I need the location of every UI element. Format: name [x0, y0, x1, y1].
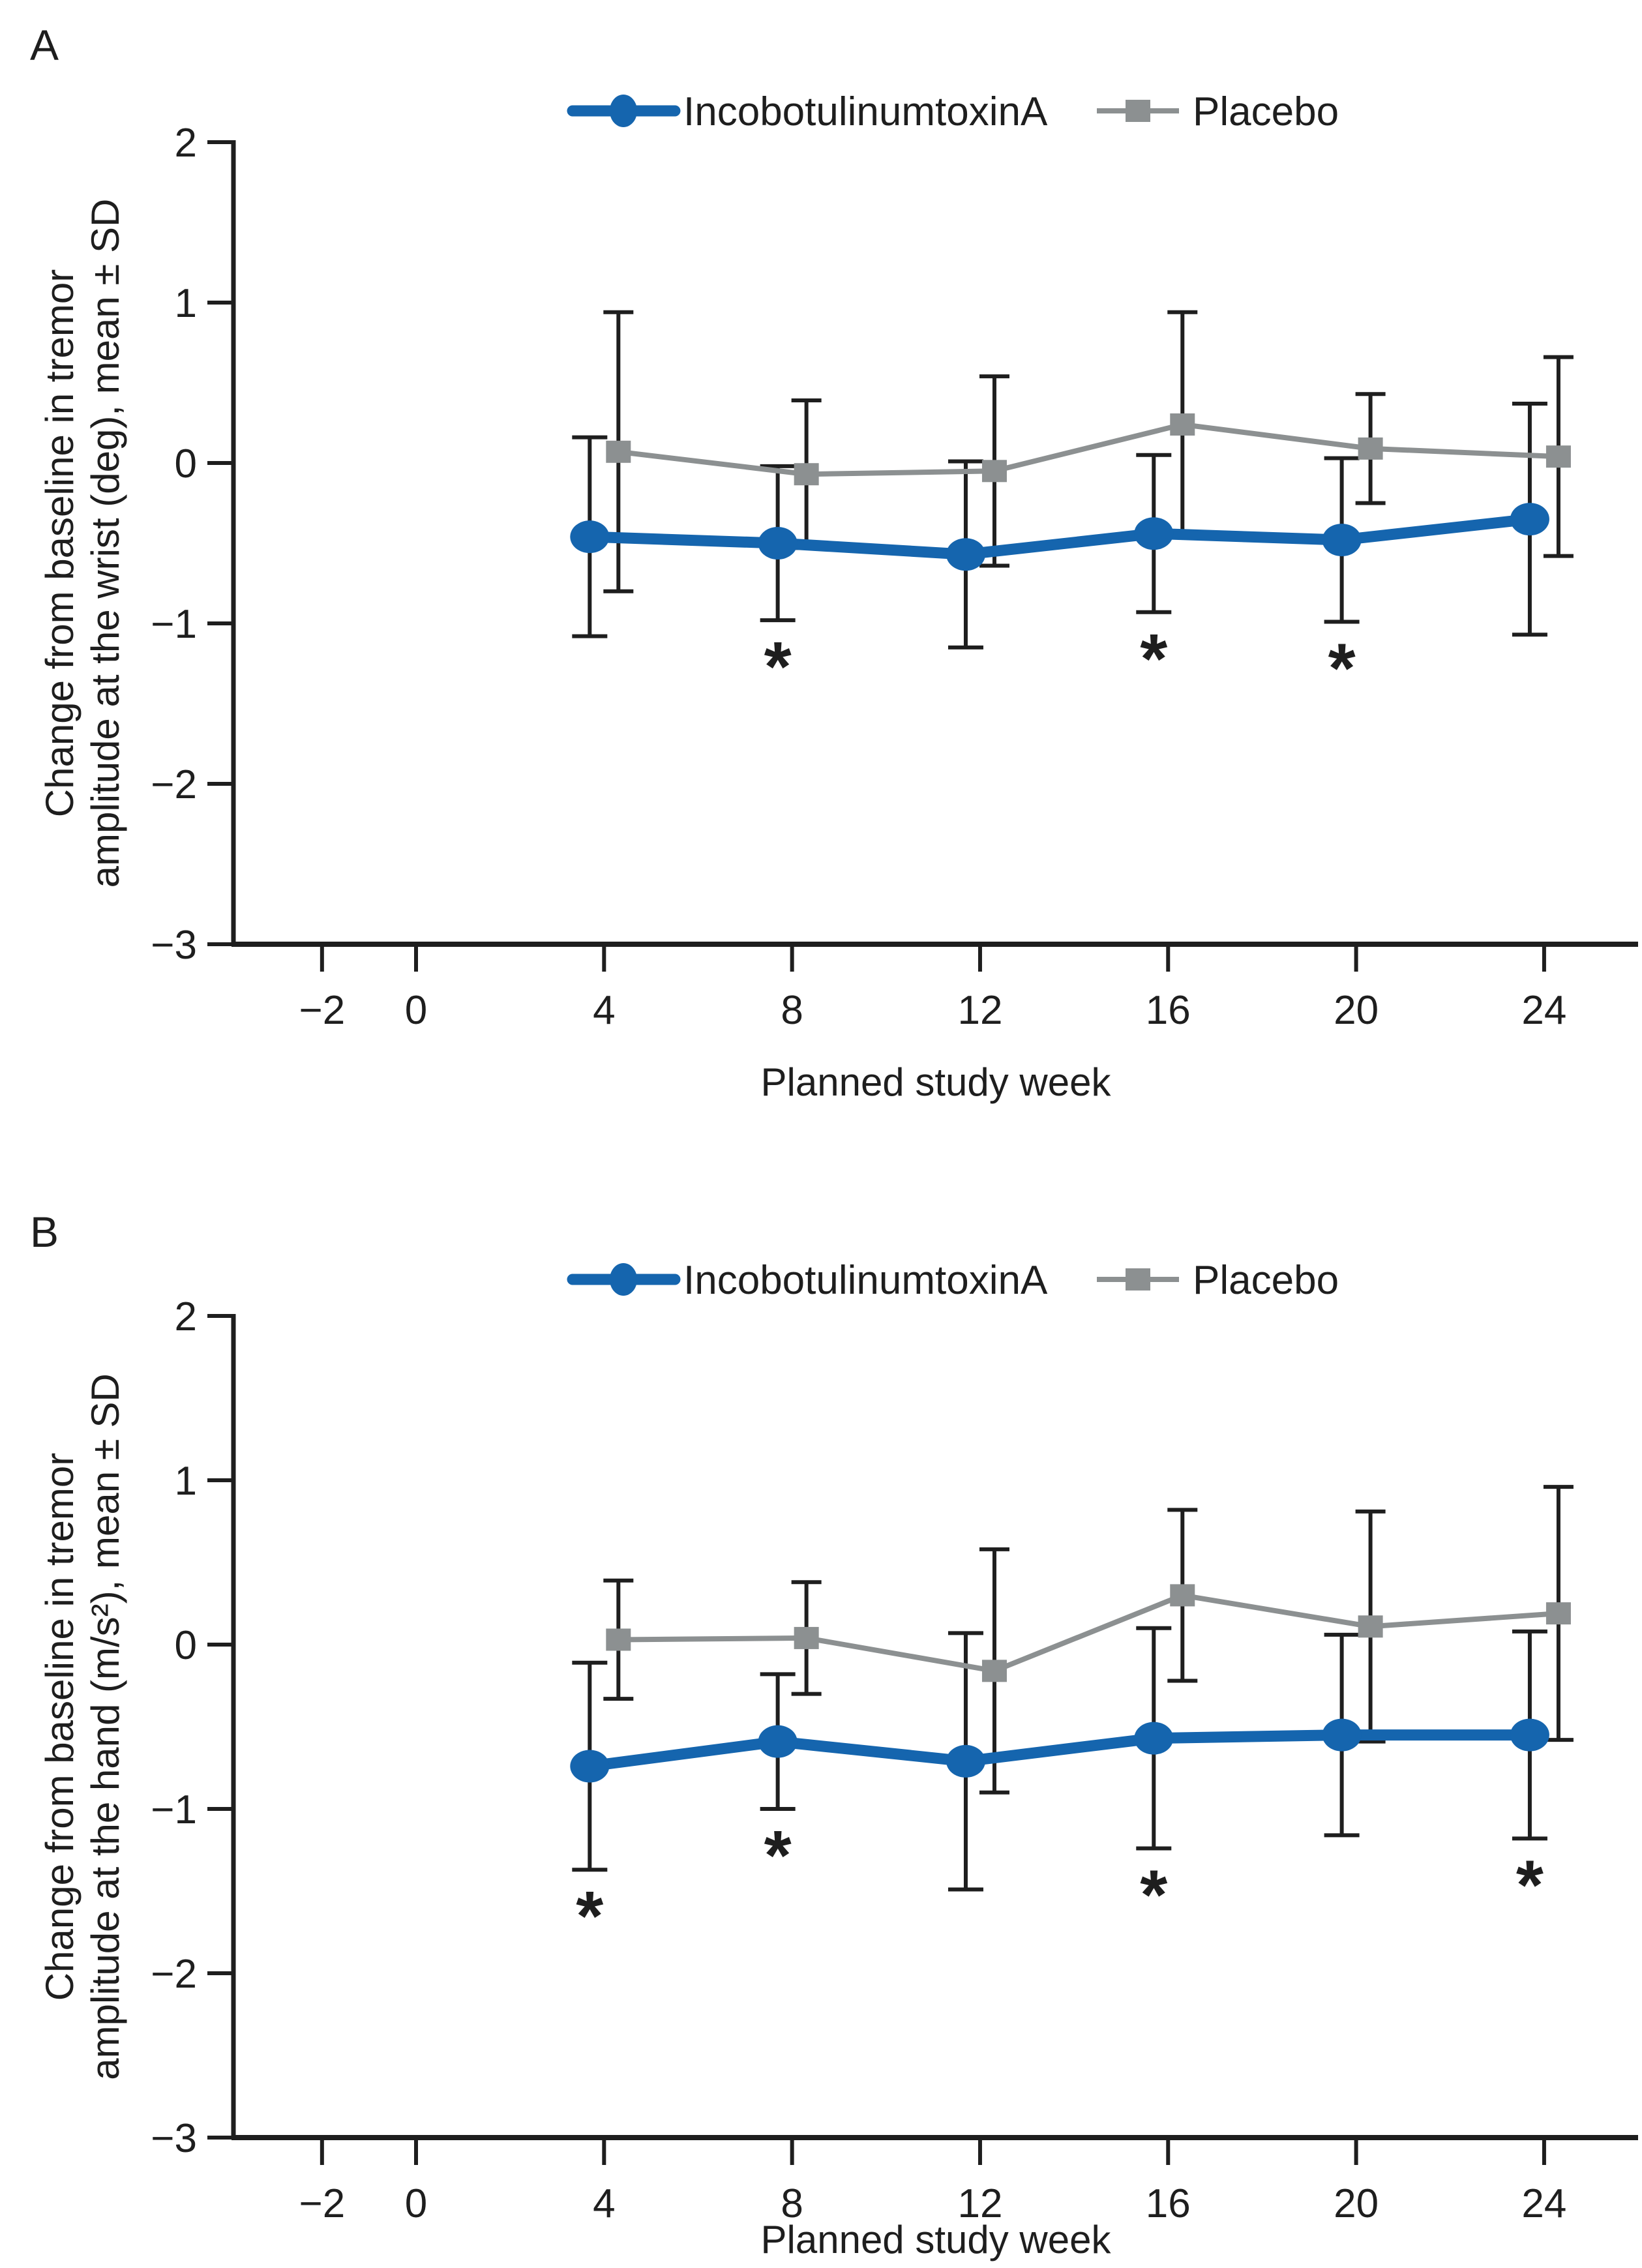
- x-tick-label: 20: [1334, 988, 1379, 1033]
- data-point-placebo-week-20: [1358, 437, 1383, 460]
- data-point-incobotulinumtoxina-week-4: [570, 520, 610, 554]
- y-tick-label: −3: [151, 2116, 197, 2161]
- panel-letter: A: [30, 21, 59, 69]
- y-tick-label: 2: [175, 1294, 197, 1339]
- y-tick-label: −3: [151, 923, 197, 968]
- x-tick-label: 16: [1146, 988, 1191, 1033]
- y-tick-label: 0: [175, 441, 197, 486]
- data-point-incobotulinumtoxina-week-20: [1322, 524, 1362, 557]
- significance-asterisk-week-8: *: [764, 1815, 792, 1894]
- x-tick-label: 20: [1334, 2181, 1379, 2226]
- error-bars: [572, 1485, 1574, 1892]
- significance-asterisk-week-20: *: [1328, 629, 1356, 708]
- significance-asterisk-week-16: *: [1140, 619, 1167, 698]
- y-axis-label-line1: Change from baseline in tremor: [38, 1453, 82, 2001]
- significance-asterisk-week-24: *: [1516, 1845, 1544, 1924]
- panel-letter: B: [30, 1208, 59, 1256]
- significance-asterisk-week-4: *: [576, 1876, 603, 1955]
- data-point-incobotulinumtoxina-week-20: [1322, 1718, 1362, 1752]
- data-point-placebo-week-12: [981, 460, 1007, 483]
- series-line-placebo: [616, 421, 1561, 477]
- series-line-incobotulinumtoxina: [584, 513, 1536, 560]
- data-point-incobotulinumtoxina-week-24: [1510, 503, 1549, 536]
- data-point-placebo-week-4: [606, 440, 631, 463]
- legend-item-placebo: Placebo: [1097, 1258, 1339, 1303]
- y-tick-label: −1: [151, 602, 197, 647]
- data-point-placebo-week-16: [1170, 413, 1195, 436]
- data-point-placebo-week-4: [606, 1628, 631, 1651]
- x-axis-label: Planned study week: [760, 2218, 1111, 2261]
- x-tick-label: 0: [405, 2181, 427, 2226]
- series-line-placebo: [616, 1592, 1561, 1674]
- legend-square-marker-icon: [1126, 100, 1150, 122]
- x-axis-label: Planned study week: [760, 1060, 1111, 1104]
- y-axis: 2 1 0 −1 −2 −3: [151, 121, 236, 968]
- x-tick-label: −2: [299, 988, 345, 1033]
- data-point-incobotulinumtoxina-week-8: [758, 1725, 798, 1758]
- data-point-incobotulinumtoxina-week-16: [1134, 1722, 1174, 1755]
- x-tick-label: 12: [957, 988, 1002, 1033]
- y-tick-label: 0: [175, 1623, 197, 1668]
- y-tick-label: −2: [151, 1952, 197, 1997]
- x-tick-label: 8: [781, 988, 803, 1033]
- legend-circle-marker-icon: [610, 1263, 637, 1296]
- panel-b: B IncobotulinumtoxinA Placebo 2 1 0 −1 −2 −3 −2 0 4…: [30, 1208, 1638, 2261]
- x-tick-label: 4: [593, 988, 615, 1033]
- x-tick-label: 24: [1521, 2181, 1566, 2226]
- y-axis-label-line2: amplitude at the hand (m/s²), mean ± SD: [83, 1373, 127, 2080]
- legend-item-placebo: Placebo: [1097, 89, 1339, 134]
- x-tick-label: 0: [405, 988, 427, 1033]
- data-point-placebo-week-8: [794, 1626, 819, 1649]
- legend-label-incobotulinumtoxina: IncobotulinumtoxinA: [683, 1258, 1048, 1303]
- y-tick-label: −2: [151, 762, 197, 807]
- y-tick-label: 1: [175, 1459, 197, 1504]
- x-axis: −2 0 4 8 12 16 20 24: [231, 942, 1638, 1033]
- legend-label-incobotulinumtoxina: IncobotulinumtoxinA: [683, 89, 1048, 134]
- legend-label-placebo: Placebo: [1193, 1258, 1339, 1303]
- data-point-incobotulinumtoxina-week-4: [570, 1750, 610, 1783]
- data-point-incobotulinumtoxina-week-24: [1510, 1718, 1549, 1752]
- series-line-incobotulinumtoxina: [584, 1729, 1536, 1772]
- y-axis-label-line2: amplitude at the wrist (deg), mean ± SD: [83, 199, 127, 888]
- x-tick-label: 12: [957, 2181, 1002, 2226]
- legend-item-incobotulinumtoxina: IncobotulinumtoxinA: [567, 1258, 1048, 1303]
- legend-label-placebo: Placebo: [1193, 89, 1339, 134]
- panel-a: A IncobotulinumtoxinA Placebo 2 1 0 −1 −2 −3 −2 0 4…: [30, 21, 1638, 1104]
- data-point-incobotulinumtoxina-week-8: [758, 527, 798, 560]
- series-placebo: [606, 1584, 1571, 1682]
- series-incobotulinumtoxina: [570, 503, 1549, 571]
- legend-item-incobotulinumtoxina: IncobotulinumtoxinA: [567, 89, 1048, 134]
- y-axis: 2 1 0 −1 −2 −3: [151, 1294, 236, 2161]
- data-point-placebo-week-20: [1358, 1615, 1383, 1638]
- data-point-incobotulinumtoxina-week-12: [946, 538, 985, 571]
- data-point-placebo-week-12: [981, 1660, 1007, 1682]
- data-point-incobotulinumtoxina-week-12: [946, 1744, 985, 1778]
- data-point-placebo-week-24: [1545, 1602, 1571, 1625]
- data-point-placebo-week-16: [1170, 1584, 1195, 1607]
- data-point-placebo-week-24: [1545, 445, 1571, 468]
- x-tick-label: 8: [781, 2181, 803, 2226]
- data-point-incobotulinumtoxina-week-16: [1134, 517, 1174, 550]
- y-tick-label: 2: [175, 121, 197, 166]
- error-bars: [572, 310, 1574, 649]
- legend-square-marker-icon: [1126, 1268, 1150, 1291]
- x-tick-label: 16: [1146, 2181, 1191, 2226]
- x-tick-label: 4: [593, 2181, 615, 2226]
- series-incobotulinumtoxina: [570, 1718, 1549, 1783]
- y-tick-label: 1: [175, 281, 197, 326]
- y-tick-label: −1: [151, 1787, 197, 1832]
- x-tick-label: 24: [1521, 988, 1566, 1033]
- data-point-placebo-week-8: [794, 463, 819, 486]
- y-axis-label-line1: Change from baseline in tremor: [38, 269, 82, 817]
- significance-asterisk-week-8: *: [764, 627, 792, 706]
- series-placebo: [606, 413, 1571, 486]
- legend-circle-marker-icon: [610, 95, 637, 127]
- x-tick-label: −2: [299, 2181, 345, 2226]
- x-axis: −2 0 4 8 12 16 20 24: [231, 2135, 1638, 2226]
- significance-asterisk-week-16: *: [1140, 1855, 1167, 1933]
